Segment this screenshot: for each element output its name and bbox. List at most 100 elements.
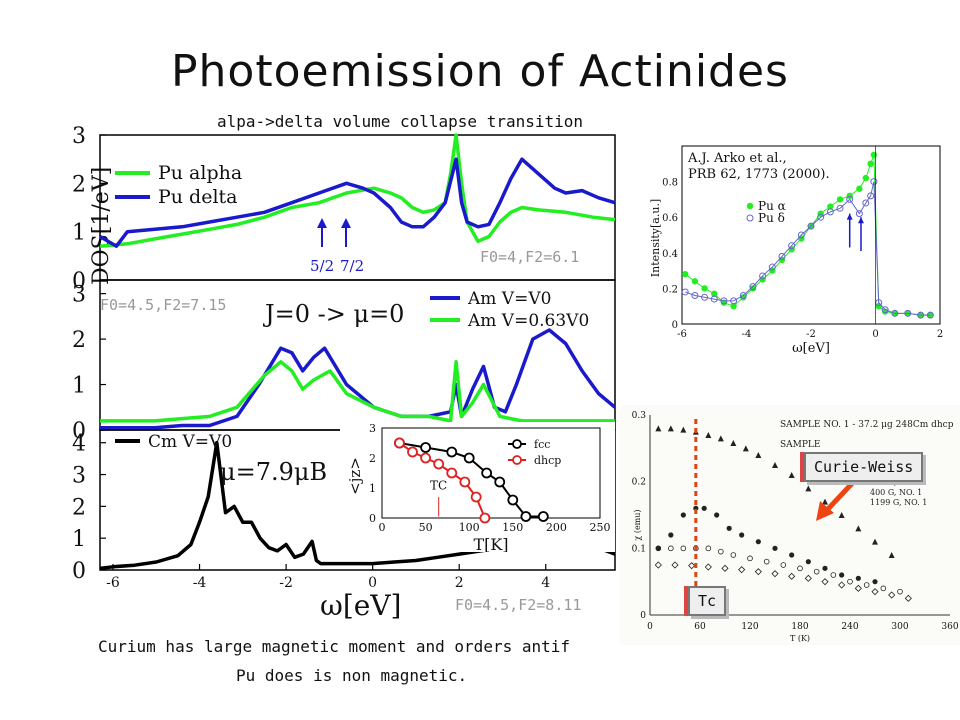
inset-point-fcc bbox=[520, 511, 532, 522]
chi-point-diamond bbox=[671, 561, 679, 569]
legend-label-pu-delta: Pu delta bbox=[158, 186, 238, 208]
arko-point-delta bbox=[749, 283, 757, 291]
arko-point-delta bbox=[701, 293, 709, 301]
arko-point-delta bbox=[862, 199, 870, 207]
annotation-pu-params: F0=4,F2=6.1 bbox=[480, 248, 580, 266]
page-subtitle: alpa->delta volume collapse transition bbox=[216, 112, 584, 131]
inset-point-dhcp bbox=[479, 512, 491, 524]
arko-point-delta bbox=[691, 292, 699, 300]
arko-frame bbox=[681, 145, 941, 325]
arko-ylabel: Intensity[a.u.] bbox=[650, 199, 662, 277]
chi-point-dot bbox=[680, 512, 686, 518]
chi-point-open bbox=[763, 558, 770, 565]
chi-point-diamond bbox=[738, 566, 746, 574]
xtick-label: 4 bbox=[541, 575, 550, 591]
arko-chart: Pu αPu δ -6 -4 -2 0 2 0 0.2 0.4 0.6 0.8 ω[eV] Intens… bbox=[650, 138, 950, 368]
arko-ref-2: PRB 62, 1773 (2000). bbox=[688, 167, 830, 182]
inset-xtick: 250 bbox=[590, 521, 611, 534]
arko-point-delta bbox=[681, 288, 689, 296]
arko-point-alpha bbox=[682, 270, 689, 278]
chi-point-open bbox=[847, 578, 853, 585]
chi-point-triangle bbox=[755, 452, 762, 458]
arko-point-alpha bbox=[701, 285, 708, 292]
annotation-cm-params: F0=4.5,F2=8.11 bbox=[455, 596, 582, 614]
inset-ytick: 3 bbox=[369, 422, 376, 435]
ytick-label: 3 bbox=[72, 464, 86, 489]
arko-ytick: 0.4 bbox=[662, 249, 678, 260]
arko-line-1 bbox=[685, 181, 931, 316]
annotation-am-params: F0=4.5,F2=7.15 bbox=[100, 296, 227, 314]
arko-legend-label: Pu δ bbox=[758, 211, 785, 225]
arko-point-delta bbox=[778, 252, 786, 260]
xtick-label: -4 bbox=[193, 575, 207, 591]
inset-tc-label: TC bbox=[430, 479, 447, 493]
chi-point-open bbox=[880, 585, 887, 592]
chi-point-triangle bbox=[717, 435, 724, 442]
arko-point-delta bbox=[768, 263, 776, 271]
inset-background bbox=[340, 422, 615, 552]
chi-point-dot bbox=[839, 572, 845, 578]
chi-ytick: 0.1 bbox=[632, 544, 646, 554]
inset-point-dhcp bbox=[446, 467, 458, 479]
legend-label-cm: Cm V=V0 bbox=[148, 432, 232, 452]
arko-point-alpha bbox=[827, 203, 834, 210]
chi-point-dot bbox=[755, 539, 761, 545]
cm-moment-label: μ=7.9μB bbox=[220, 458, 327, 486]
inset-xtick: 100 bbox=[459, 521, 480, 534]
arko-ytick: 0.6 bbox=[662, 213, 678, 224]
arko-arrow-head bbox=[857, 217, 864, 224]
chi-point-diamond bbox=[754, 568, 762, 576]
arko-xlabel: ω[eV] bbox=[792, 341, 830, 356]
xtick-label: -6 bbox=[106, 575, 120, 591]
chi-ytick: 0.2 bbox=[632, 478, 646, 488]
chi-ytick: 0 bbox=[640, 611, 646, 621]
ytick-label: 0 bbox=[72, 269, 86, 294]
arko-point-delta bbox=[730, 297, 738, 305]
arko-point-alpha bbox=[749, 285, 757, 292]
chi-point-triangle bbox=[655, 425, 662, 432]
inset-jz-chart: fcc dhcp 0 50 100 150 200 250 0 1 2 3 T[K] <jz> TC bbox=[340, 422, 615, 552]
chi-point-triangle bbox=[667, 425, 674, 432]
ytick-label: 2 bbox=[72, 495, 86, 520]
chi-point-open bbox=[897, 588, 903, 595]
arko-xtick: 2 bbox=[937, 329, 943, 340]
chi-point-diamond bbox=[821, 578, 829, 586]
chi-point-open bbox=[780, 562, 787, 568]
chi-point-open bbox=[705, 545, 712, 552]
inset-xlabel: T[K] bbox=[473, 535, 508, 552]
dos-ylabel: DOS[1/eV] bbox=[89, 167, 114, 285]
arko-point-alpha bbox=[691, 278, 699, 285]
legend-label-pu-alpha: Pu alpha bbox=[158, 162, 242, 184]
arko-point-alpha bbox=[846, 192, 853, 200]
inset-ytick: 0 bbox=[369, 512, 376, 525]
page-title: Photoemission of Actinides bbox=[171, 46, 789, 97]
arko-point-delta bbox=[846, 195, 854, 203]
caption-line-1: Curium has large magnetic moment and ord… bbox=[98, 637, 571, 656]
chi-point-triangle bbox=[872, 538, 878, 545]
arko-ytick: 0.2 bbox=[662, 284, 678, 295]
ytick-label: 1 bbox=[72, 374, 86, 399]
arrow-72-head bbox=[341, 218, 351, 228]
chi-point-triangle bbox=[788, 472, 795, 478]
chi-point-dot bbox=[701, 505, 707, 511]
arko-xtick: -6 bbox=[677, 329, 687, 340]
arko-ytick: 0 bbox=[672, 320, 678, 331]
arko-point-alpha bbox=[862, 174, 870, 182]
arko-point-delta bbox=[870, 178, 878, 186]
arko-point-delta bbox=[817, 213, 825, 221]
chi-point-triangle bbox=[888, 552, 895, 558]
inset-point-dhcp bbox=[420, 452, 431, 464]
caption-line-2: Pu does is non magnetic. bbox=[236, 666, 468, 685]
chi-legend-text: 400 G, NO. 1 bbox=[870, 488, 922, 497]
chi-point-dot bbox=[855, 575, 861, 581]
chi-point-diamond bbox=[771, 570, 779, 578]
arko-arrow-head bbox=[846, 213, 853, 220]
inset-legend-marker bbox=[512, 439, 522, 449]
legend-label-am-v0: Am V=V0 bbox=[467, 289, 551, 309]
am-dos-plot: 0 1 2 3 bbox=[72, 283, 617, 444]
inset-ytick: 1 bbox=[369, 482, 376, 495]
chi-point-triangle bbox=[730, 440, 737, 446]
chi-legend-text: SAMPLE bbox=[780, 440, 820, 450]
inset-frame bbox=[381, 427, 601, 519]
arko-point-delta bbox=[904, 309, 912, 317]
